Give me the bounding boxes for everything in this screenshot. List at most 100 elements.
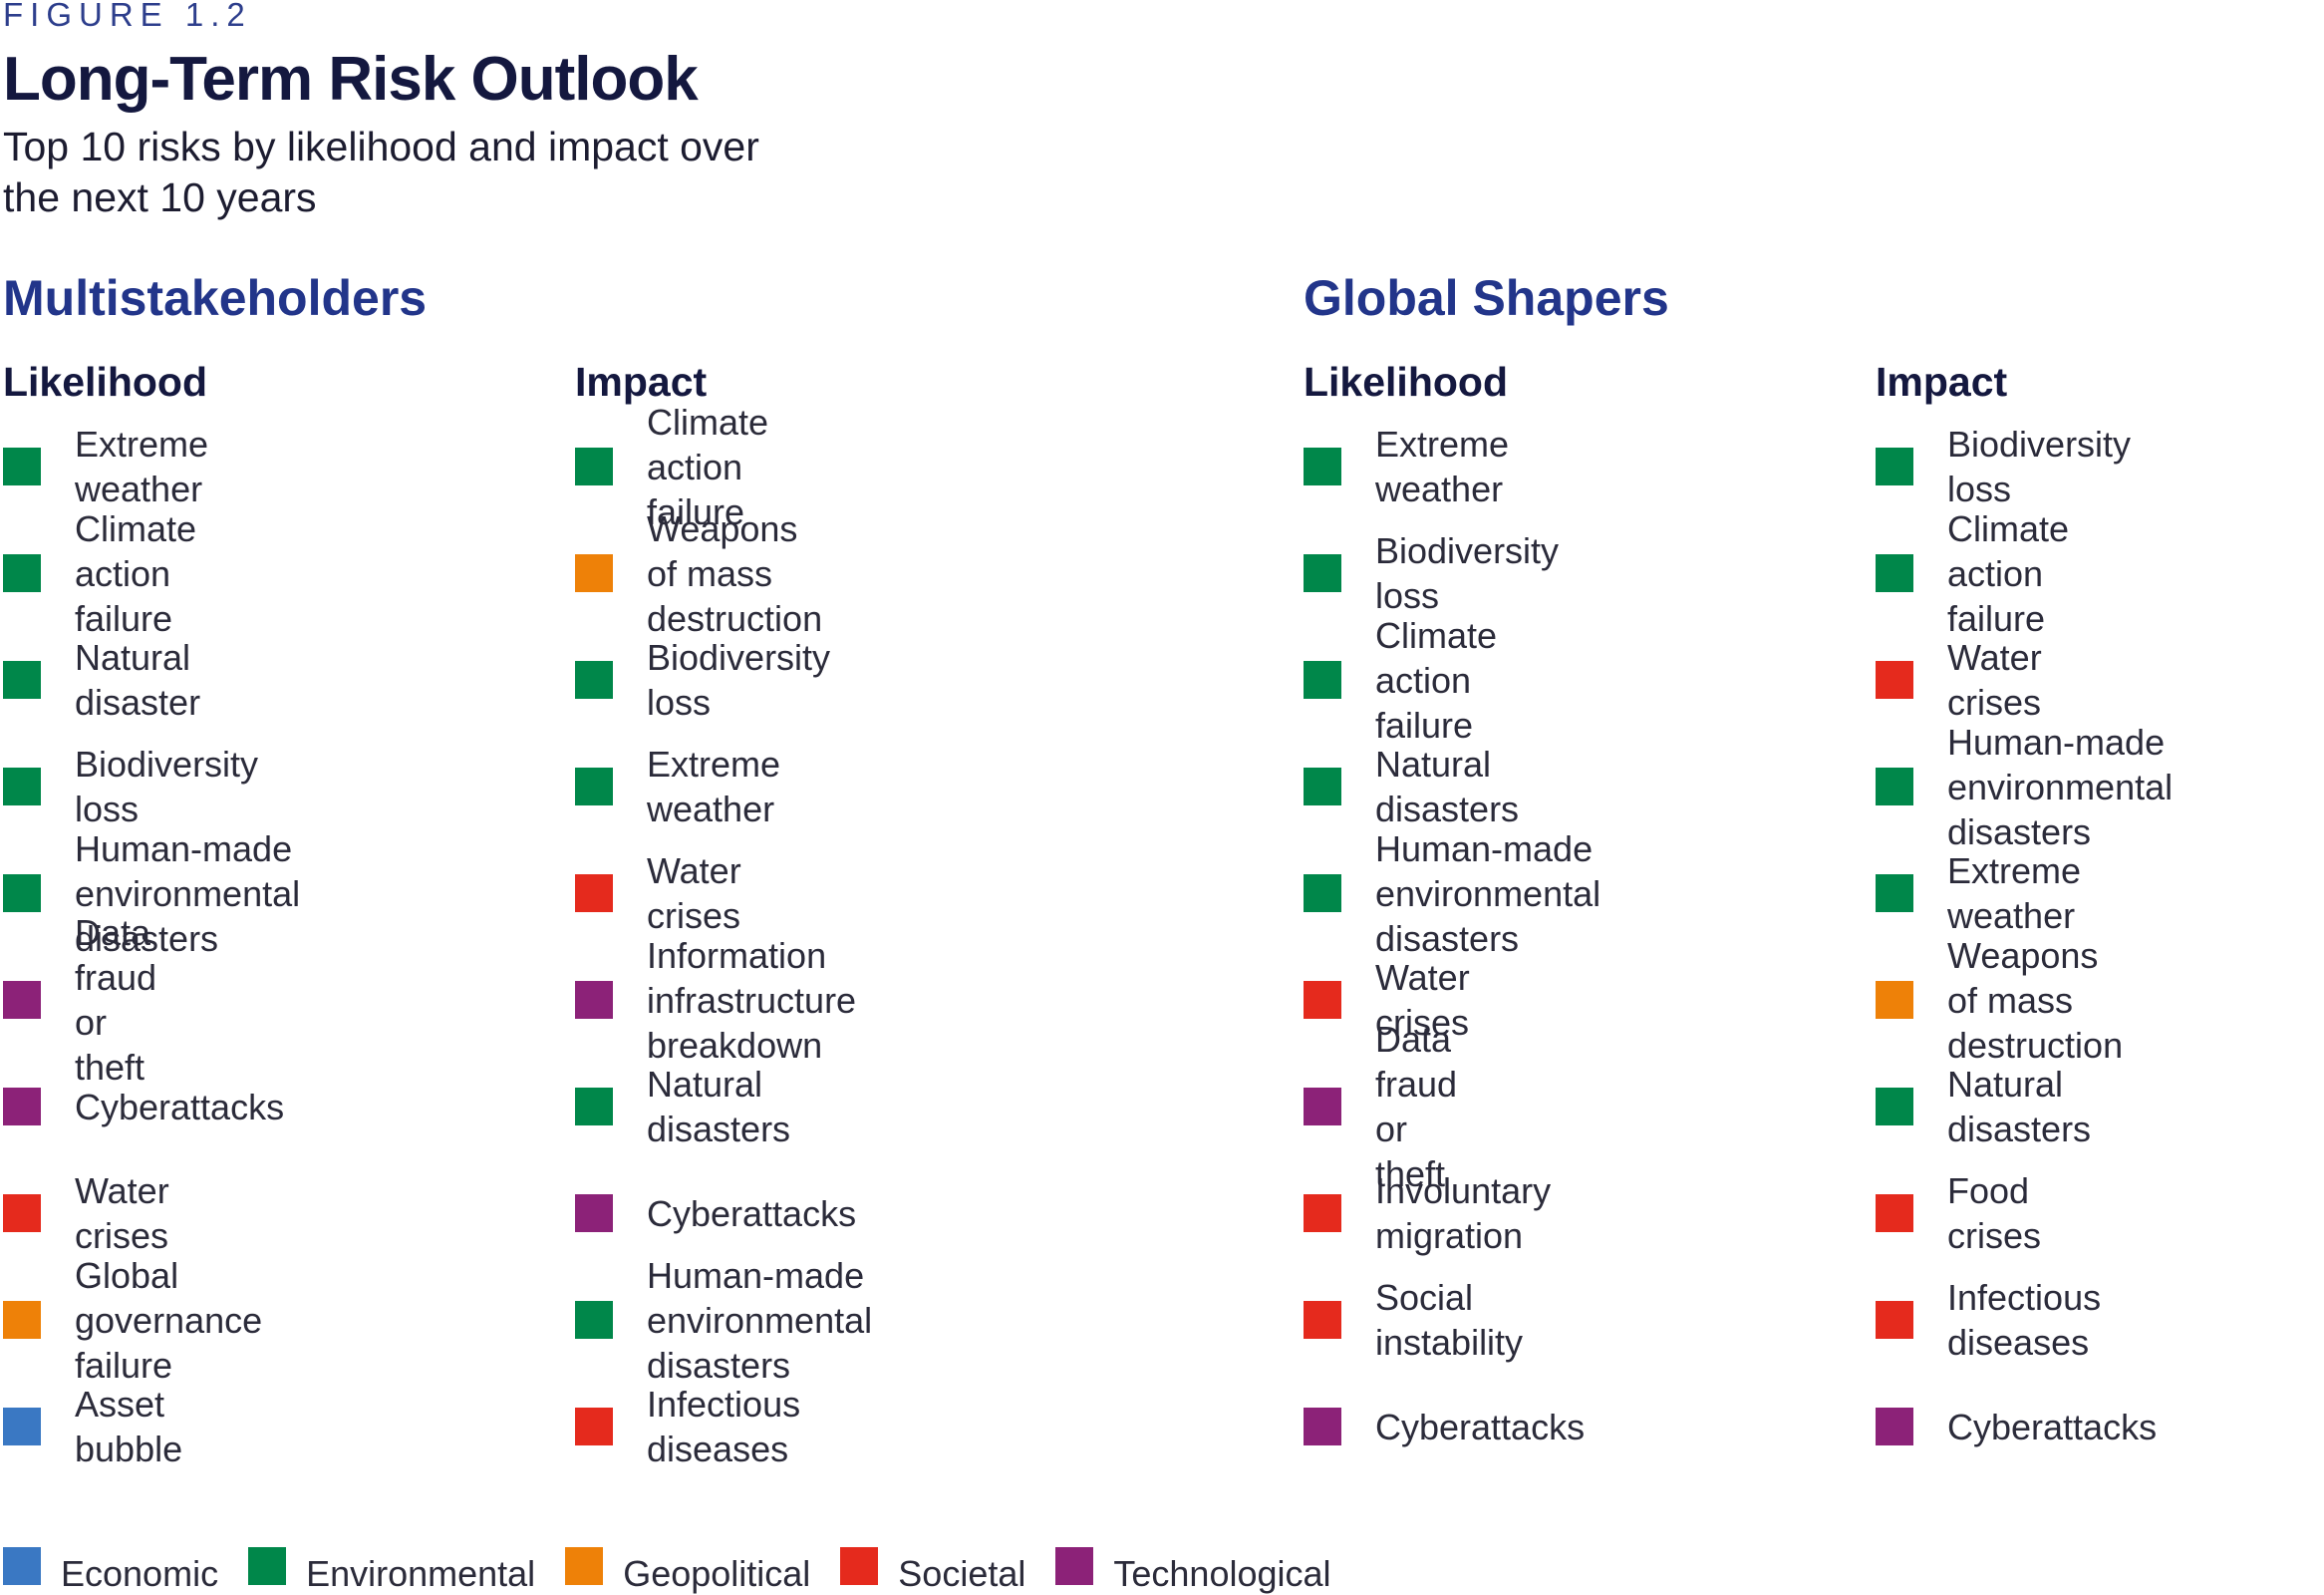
risk-label: Involuntary migration [1375,1170,1552,1256]
geopolitical-legend-swatch [565,1547,604,1585]
risk-label: Extreme weather [75,424,209,509]
environmental-swatch [3,661,41,699]
risk-item: Water crises [1876,637,2042,723]
risk-item: Natural disasters [575,1064,790,1149]
risk-label: Human-made environmental disasters [647,1254,873,1386]
risk-item: Cyberattacks [1876,1387,2157,1466]
risk-label: Water crises [647,850,741,936]
risk-label: Water crises [1947,637,2042,723]
risk-item: Climate action failure [1304,615,1497,746]
risk-label: Information infrastructure breakdown [647,934,857,1066]
group-heading-multistakeholders: Multistakeholders [3,270,428,326]
technological-swatch [3,1088,41,1125]
group-heading-global-shapers: Global Shapers [1304,270,1669,326]
risk-item: Asset bubble [3,1384,182,1469]
societal-swatch [575,1408,613,1445]
risk-item: Information infrastructure breakdown [575,935,856,1066]
societal-legend-swatch [840,1547,879,1585]
risk-item: Climate action failure [3,508,196,639]
legend-label: Economic [61,1553,219,1594]
risk-label: Global governance failure [75,1254,263,1386]
risk-item: Biodiversity loss [1876,424,2131,509]
column-heading-ms-likelihood: Likelihood [3,359,207,405]
page-subtitle: Top 10 risks by likelihood and impact ov… [3,124,759,220]
risk-item: Natural disasters [1876,1064,2091,1149]
risk-label: Biodiversity loss [1947,424,2132,509]
category-legend: Economic Environmental Geopolitical Societa… [3,1547,1361,1595]
technological-swatch [3,981,41,1019]
risk-label: Climate action failure [1947,507,2070,639]
environmental-swatch [3,448,41,485]
risk-item: Infectious diseases [575,1384,800,1469]
geopolitical-swatch [1876,981,1913,1019]
risk-item: Cyberattacks [3,1067,284,1146]
risk-item: Biodiversity loss [3,744,258,829]
risk-item: Water crises [1304,957,1470,1043]
environmental-swatch [1876,768,1913,805]
risk-label: Human-made environmental disasters [1375,827,1601,959]
risk-label: Weapons of mass destruction [647,507,823,639]
risk-label: Human-made environmental disasters [1947,721,2174,852]
societal-swatch [1876,1301,1913,1339]
environmental-swatch [1304,768,1341,805]
environmental-swatch [575,768,613,805]
risk-label: Food crises [1947,1170,2042,1256]
risk-item: Data fraud or theft [1304,1019,1457,1194]
environmental-swatch [575,1301,613,1339]
economic-swatch [3,1408,41,1445]
risk-item: Natural disaster [3,637,200,723]
page-title: Long-Term Risk Outlook [3,45,699,114]
risk-label: Climate action failure [1375,614,1498,746]
legend-label: Technological [1113,1553,1331,1594]
legend-item-economic: Economic [3,1547,218,1595]
environmental-legend-swatch [248,1547,287,1585]
risk-item: Water crises [575,850,741,936]
legend-item-technological: Technological [1055,1547,1331,1595]
risk-item: Infectious diseases [1876,1277,2101,1363]
risk-item: Food crises [1876,1170,2041,1256]
risk-label: Natural disasters [1375,744,1520,829]
legend-item-societal: Societal [840,1547,1025,1595]
column-heading-gs-impact: Impact [1876,359,2008,405]
environmental-swatch [1304,874,1341,912]
risk-label: Social instability [1375,1277,1524,1363]
risk-label: Extreme weather [647,744,781,829]
environmental-swatch [575,661,613,699]
environmental-swatch [3,874,41,912]
societal-swatch [575,874,613,912]
risk-label: Asset bubble [75,1384,183,1469]
risk-label: Natural disaster [75,637,201,723]
technological-swatch [575,981,613,1019]
societal-swatch [1304,1194,1341,1232]
risk-item: Cyberattacks [575,1173,856,1253]
technological-swatch [1304,1088,1341,1125]
risk-label: Human-made environmental disasters [75,827,301,959]
risk-label: Biodiversity loss [75,744,259,829]
risk-label: Cyberattacks [75,1086,285,1127]
risk-item: Involuntary migration [1304,1170,1551,1256]
risk-label: Data fraud or theft [75,912,157,1088]
societal-swatch [3,1194,41,1232]
risk-label: Natural disasters [1947,1064,2092,1149]
societal-swatch [1876,1194,1913,1232]
risk-item: Biodiversity loss [575,637,830,723]
environmental-swatch [575,1088,613,1125]
risk-item: Natural disasters [1304,744,1519,829]
risk-label: Climate action failure [75,507,197,639]
risk-label: Water crises [1375,957,1470,1043]
column-heading-ms-impact: Impact [575,359,708,405]
risk-label: Cyberattacks [1375,1406,1586,1447]
legend-label: Environmental [306,1553,536,1594]
technological-swatch [1876,1408,1913,1445]
environmental-swatch [1876,1088,1913,1125]
risk-item: Social instability [1304,1277,1523,1363]
risk-label: Cyberattacks [1947,1406,2158,1447]
environmental-swatch [575,448,613,485]
risk-item: Biodiversity loss [1304,530,1559,616]
environmental-swatch [1876,554,1913,592]
societal-swatch [1304,981,1341,1019]
risk-item: Climate action failure [575,402,768,532]
environmental-swatch [1304,661,1341,699]
technological-swatch [575,1194,613,1232]
technological-swatch [1304,1408,1341,1445]
